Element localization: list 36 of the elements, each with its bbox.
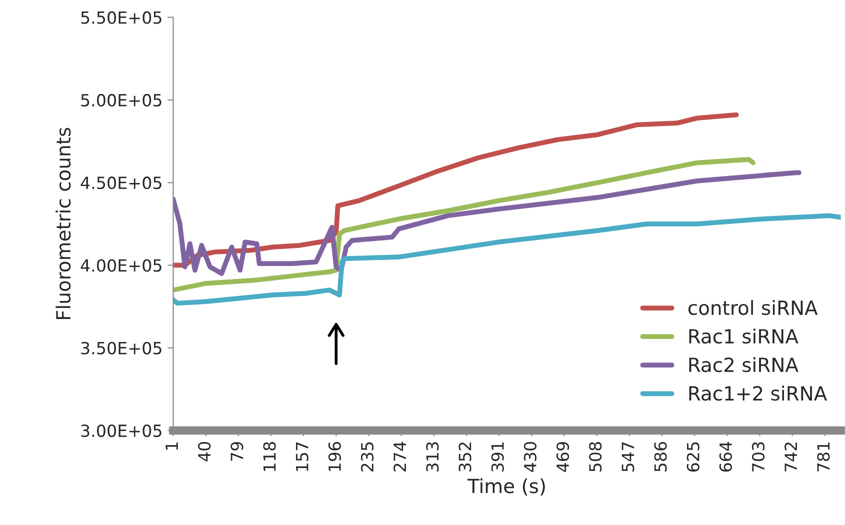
x-tick-label: 196: [328, 442, 341, 471]
x-tick-label: 664: [719, 442, 732, 472]
x-axis-title: Time (s): [467, 478, 545, 496]
line-series: [173, 157, 756, 292]
x-tick-label: 1: [166, 442, 178, 450]
y-tick-label: 5.50E+05: [81, 11, 162, 24]
legend-label: Rac1+2 siRNA: [689, 386, 827, 401]
x-tick-label: 157: [296, 442, 308, 471]
x-tick-label: 586: [654, 442, 667, 472]
y-tick-label: 4.50E+05: [80, 176, 162, 190]
line-series: [173, 170, 802, 276]
x-tick-label: 79: [230, 442, 244, 461]
legend-label: Rac2 siRNA: [689, 357, 798, 372]
x-tick-label: 352: [458, 442, 472, 472]
x-tick-label: 274: [394, 442, 406, 472]
y-tick-label: 5.00E+05: [81, 94, 162, 107]
x-tick-label: 781: [817, 442, 830, 472]
x-tick-label: 430: [524, 442, 536, 472]
x-tick-label: 313: [426, 442, 439, 472]
legend-label: control siRNA: [688, 300, 818, 316]
x-tick-label: 547: [622, 442, 634, 472]
x-tick-label: 235: [360, 442, 374, 472]
y-axis-title: Fluorometric counts: [56, 128, 71, 320]
y-tick-label: 4.00E+05: [80, 259, 162, 272]
y-tick-label: 3.00E+05: [81, 424, 162, 438]
y-tick-label: 3.50E+05: [81, 342, 162, 354]
x-tick-label: 40: [198, 442, 211, 462]
x-tick-label: 469: [556, 442, 570, 472]
x-tick-label: 508: [589, 442, 602, 472]
x-tick-label: 703: [752, 442, 765, 472]
line-series: [173, 112, 739, 268]
legend-label: Rac1 siRNA: [689, 328, 798, 344]
x-tick-label: 625: [686, 442, 700, 472]
x-tick-label: 391: [491, 442, 504, 472]
x-tick-label: 118: [263, 442, 276, 471]
x-tick-label: 742: [784, 442, 797, 472]
